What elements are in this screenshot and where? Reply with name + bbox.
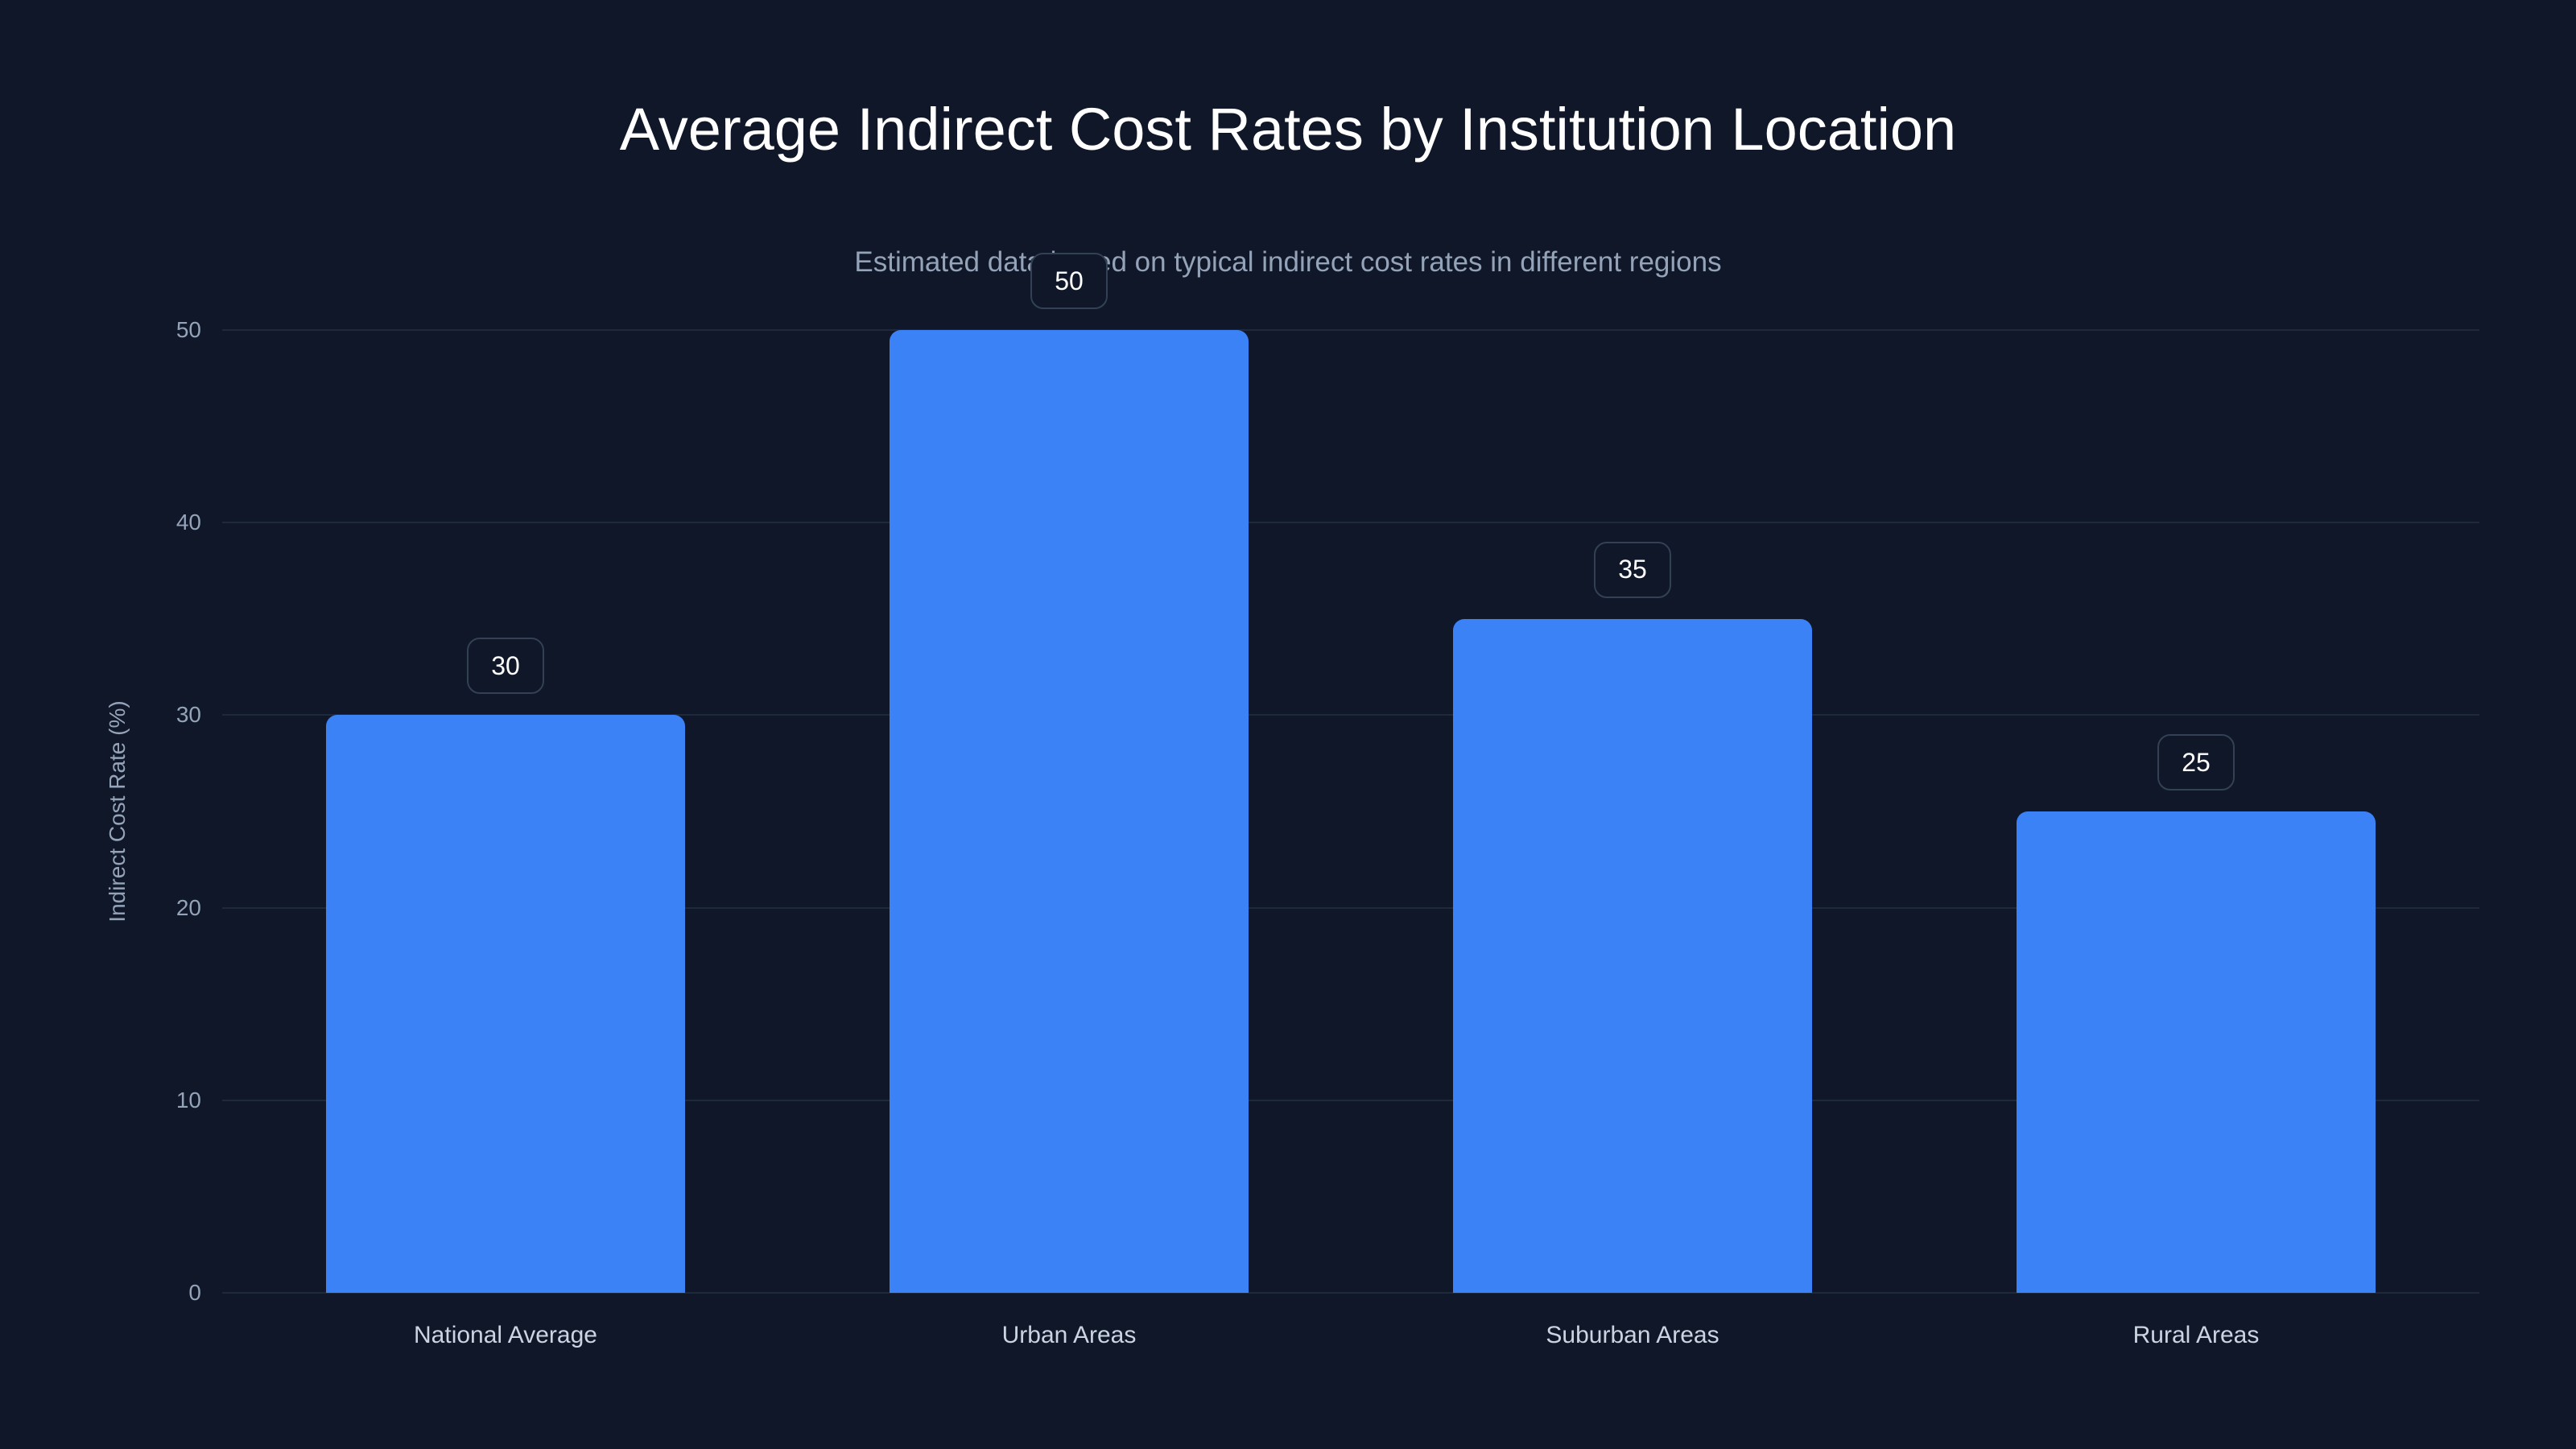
bar-suburban-areas[interactable] (1453, 618, 1812, 1293)
value-label: 30 (467, 638, 544, 695)
gridline (222, 1099, 2479, 1101)
x-tick-label: Rural Areas (2132, 1322, 2260, 1348)
y-tick-label: 30 (175, 702, 201, 728)
value-label: 35 (1594, 541, 1671, 598)
x-tick-label: Suburban Areas (1546, 1322, 1719, 1348)
y-tick-label: 20 (175, 894, 201, 920)
gridline (222, 1292, 2479, 1294)
y-tick-label: 0 (188, 1280, 201, 1305)
value-label: 50 (1030, 253, 1108, 309)
y-tick-label: 40 (175, 510, 201, 535)
value-label: 25 (2157, 734, 2235, 791)
x-tick-label: Urban Areas (1001, 1322, 1137, 1348)
chart-title: Average Indirect Cost Rates by Instituti… (619, 96, 1957, 163)
bar-national-average[interactable] (326, 715, 685, 1293)
gridline (222, 714, 2479, 716)
gridline (222, 522, 2479, 524)
plot-area: 30 50 35 25 (222, 253, 2479, 1294)
y-axis-label: Indirect Cost Rate (%) (105, 700, 130, 923)
y-tick-label: 50 (175, 317, 201, 342)
x-tick-label: National Average (414, 1322, 597, 1348)
gridline (222, 906, 2479, 909)
y-tick-label: 10 (175, 1087, 201, 1113)
bar-urban-areas[interactable] (890, 330, 1249, 1293)
chart-subtitle: Estimated data based on typical indirect… (854, 246, 1722, 278)
bar-rural-areas[interactable] (2017, 811, 2376, 1293)
gridline (222, 329, 2479, 331)
